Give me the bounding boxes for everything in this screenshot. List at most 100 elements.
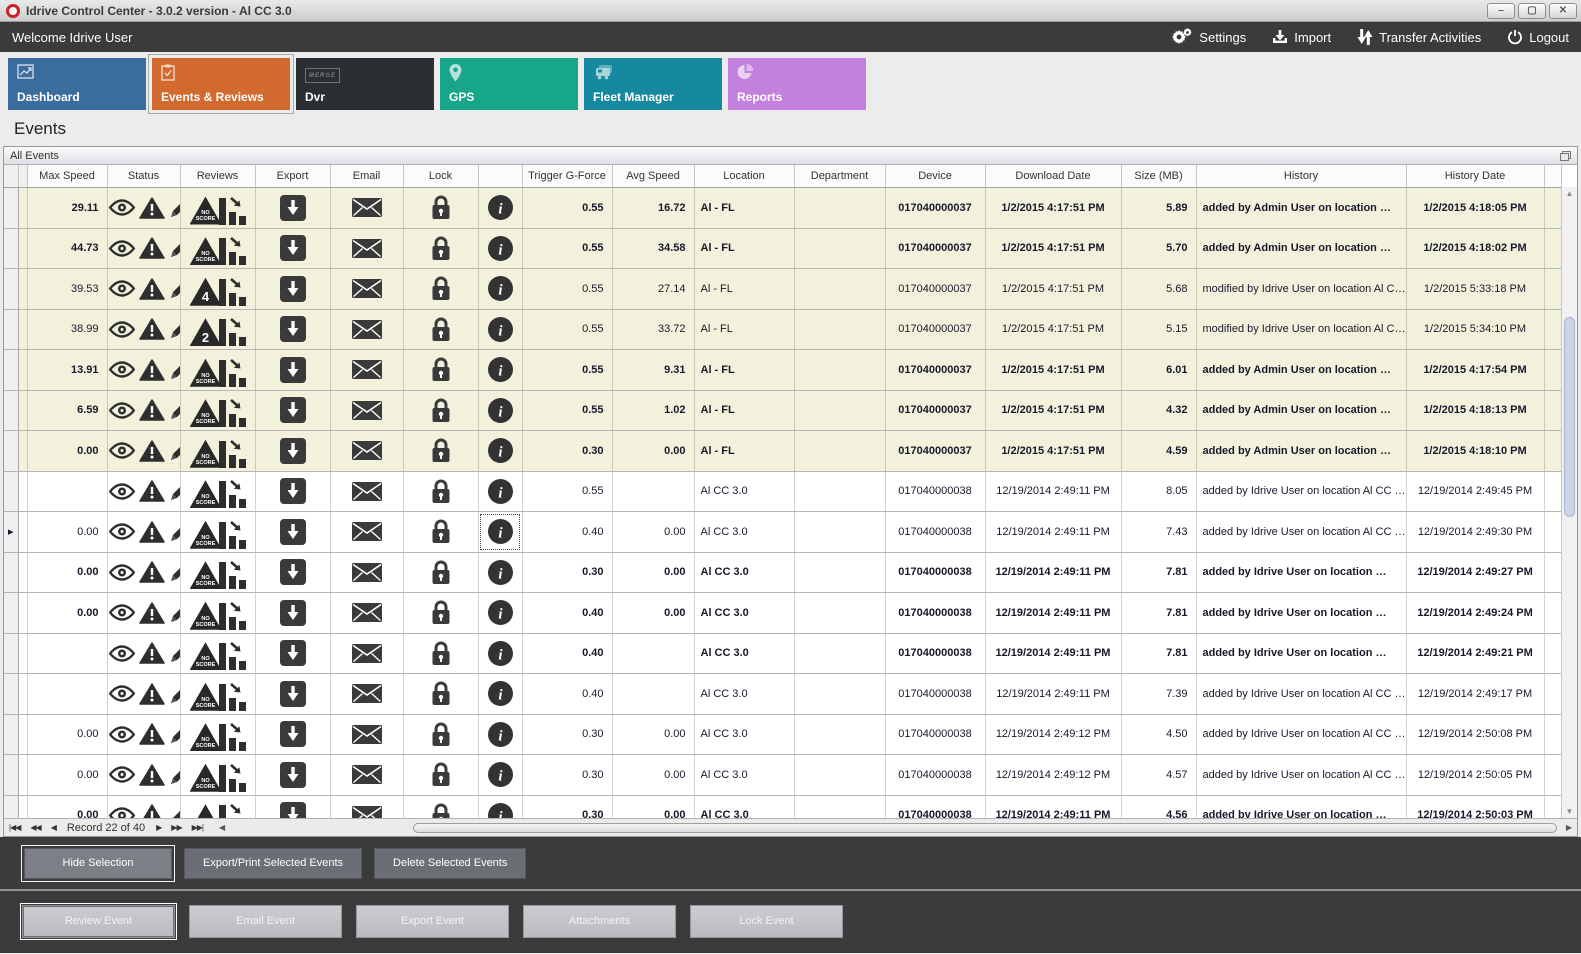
email-cell[interactable] (330, 511, 404, 553)
reviews-cell[interactable]: NO SCORE (180, 511, 256, 553)
table-row[interactable]: 5 44.73 NO SCORE (4, 228, 1562, 269)
status-cell[interactable] (107, 714, 181, 755)
reviews-cell[interactable]: NO SCORE (180, 795, 256, 821)
column-header[interactable] (4, 165, 19, 188)
reviews-cell[interactable]: NO SCORE (180, 349, 256, 391)
restore-window-icon[interactable] (1560, 150, 1571, 161)
status-cell[interactable] (107, 471, 181, 512)
reviews-cell[interactable]: NO SCORE (180, 430, 256, 472)
table-row[interactable]: 4 39.53 4 (4, 268, 1562, 310)
email-cell[interactable] (330, 390, 404, 431)
email-cell[interactable] (330, 633, 404, 674)
export-cell[interactable] (255, 552, 331, 593)
email-cell[interactable] (330, 714, 404, 755)
export-cell[interactable] (255, 430, 331, 472)
export-print-selected-events-button[interactable]: Export/Print Selected Events (184, 847, 363, 879)
table-row[interactable]: 5 0.00 NO SCORE (4, 795, 1562, 821)
lock-cell[interactable] (403, 228, 479, 269)
column-header[interactable]: Department (794, 165, 886, 188)
reviews-cell[interactable]: NO SCORE (180, 471, 256, 512)
info-cell[interactable]: i (478, 592, 523, 634)
info-cell[interactable]: i (478, 552, 523, 593)
status-cell[interactable] (107, 349, 181, 391)
reviews-cell[interactable]: 2 (180, 309, 256, 350)
export-cell[interactable] (255, 795, 331, 821)
email-cell[interactable] (330, 673, 404, 715)
export-cell[interactable] (255, 511, 331, 553)
tab-gps[interactable]: GPS (440, 58, 578, 110)
info-cell[interactable]: i (478, 187, 523, 229)
attachments-button[interactable]: Attachments (523, 904, 676, 938)
horizontal-scrollbar[interactable]: ◀ ▶ (216, 821, 1575, 835)
email-cell[interactable] (330, 268, 404, 310)
info-cell[interactable]: i (478, 633, 523, 674)
tab-reports[interactable]: Reports (728, 58, 866, 110)
export-cell[interactable] (255, 349, 331, 391)
column-header[interactable]: Email (330, 165, 404, 188)
scroll-down-arrow-icon[interactable]: ▼ (1565, 807, 1574, 816)
export-cell[interactable] (255, 187, 331, 229)
horizontal-scroll-track[interactable] (228, 822, 1563, 834)
export-cell[interactable] (255, 268, 331, 310)
table-row[interactable]: 5 13.91 NO SCORE (4, 349, 1562, 391)
transfer-activities-button[interactable]: Transfer Activities (1357, 28, 1481, 46)
column-header[interactable]: Status (107, 165, 181, 188)
minimize-button[interactable]: – (1487, 2, 1515, 19)
table-row[interactable]: 2 29.11 NO SCORE (4, 187, 1562, 229)
status-cell[interactable] (107, 592, 181, 634)
lock-cell[interactable] (403, 754, 479, 796)
reviews-cell[interactable]: NO SCORE (180, 228, 256, 269)
vertical-scroll-thumb[interactable] (1564, 317, 1575, 517)
info-cell[interactable]: i (478, 390, 523, 431)
email-cell[interactable] (330, 552, 404, 593)
reviews-cell[interactable]: NO SCORE (180, 390, 256, 431)
reviews-cell[interactable]: NO SCORE (180, 592, 256, 634)
last-record-button[interactable]: ▶▶| (191, 823, 204, 832)
column-header[interactable]: Max Speed (27, 165, 108, 188)
horizontal-scroll-thumb[interactable] (413, 822, 1557, 833)
export-event-button[interactable]: Export Event (356, 904, 509, 938)
column-header[interactable]: Location (694, 165, 795, 188)
column-header[interactable]: Export (255, 165, 331, 188)
export-cell[interactable] (255, 471, 331, 512)
column-header[interactable]: History (1196, 165, 1407, 188)
table-row[interactable]: 0 0.00 NO SCORE (4, 430, 1562, 472)
lock-cell[interactable] (403, 795, 479, 821)
column-header[interactable]: Lock (403, 165, 479, 188)
lock-event-button[interactable]: Lock Event (690, 904, 843, 938)
info-cell[interactable]: i (478, 673, 523, 715)
review-event-button[interactable]: Review Event (20, 902, 177, 940)
prev-record-button[interactable]: ◀ (50, 823, 57, 832)
email-event-button[interactable]: Email Event (189, 904, 342, 938)
scroll-left-arrow-icon[interactable]: ◀ (219, 823, 226, 832)
export-cell[interactable] (255, 714, 331, 755)
lock-cell[interactable] (403, 552, 479, 593)
lock-cell[interactable] (403, 268, 479, 310)
email-cell[interactable] (330, 228, 404, 269)
hide-selection-button[interactable]: Hide Selection (21, 844, 175, 882)
info-cell[interactable]: i (478, 471, 523, 512)
info-cell[interactable]: i (478, 268, 523, 310)
first-record-button[interactable]: |◀◀ (9, 823, 21, 832)
lock-cell[interactable] (403, 390, 479, 431)
reviews-cell[interactable]: NO SCORE (180, 673, 256, 715)
import-button[interactable]: Import (1272, 29, 1331, 45)
export-cell[interactable] (255, 673, 331, 715)
column-header[interactable]: Device (885, 165, 986, 188)
next-page-button[interactable]: ▶▶ (171, 823, 182, 832)
reviews-cell[interactable]: 4 (180, 268, 256, 310)
reviews-cell[interactable]: NO SCORE (180, 187, 256, 229)
email-cell[interactable] (330, 309, 404, 350)
close-button[interactable]: ✕ (1549, 2, 1577, 19)
table-row[interactable]: 5 0.00 NO SCORE (4, 592, 1562, 634)
tab-events-reviews[interactable]: Events & Reviews (148, 54, 294, 114)
scroll-up-arrow-icon[interactable]: ▲ (1565, 189, 1574, 198)
info-cell[interactable]: i (478, 714, 523, 755)
reviews-cell[interactable]: NO SCORE (180, 714, 256, 755)
column-header[interactable]: History Date (1406, 165, 1545, 188)
lock-cell[interactable] (403, 714, 479, 755)
maximize-button[interactable]: ▢ (1518, 2, 1546, 19)
column-header[interactable] (478, 165, 523, 188)
column-header[interactable]: Reviews (180, 165, 256, 188)
table-row[interactable]: 8 0.00 NO SCORE (4, 754, 1562, 796)
